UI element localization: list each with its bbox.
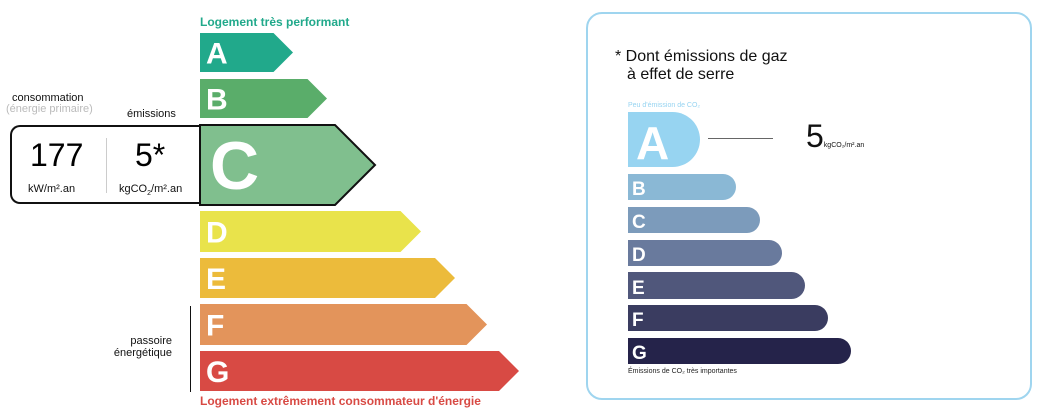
ges-class-letter: A (636, 117, 669, 169)
passoire-label: passoire énergétique (112, 335, 172, 359)
ges-class-c (628, 207, 760, 233)
ges-class-d (628, 240, 782, 266)
bottom-caption: Logement extrêmement consommateur d'éner… (200, 394, 481, 408)
ges-pointer-line (708, 138, 773, 139)
passoire-bracket (190, 306, 191, 392)
consumption-label: consommation (12, 92, 84, 104)
passoire-line1: passoire (130, 335, 172, 347)
ges-title-line1: * Dont émissions de gaz (615, 48, 788, 65)
ges-class-g (628, 338, 851, 364)
ges-bottom-caption: Émissions de CO₂ très importantes (628, 368, 737, 375)
ges-title-line2: à effet de serre (627, 66, 735, 83)
consumption-unit: kW/m².an (28, 183, 76, 195)
energy-class-g (200, 351, 519, 391)
top-caption: Logement très performant (200, 15, 350, 29)
ges-class-letter: B (632, 179, 646, 200)
box-divider (106, 138, 107, 193)
passoire-line2: énergétique (113, 347, 172, 359)
ges-class-letter: C (632, 212, 646, 233)
energy-class-letter: F (206, 310, 224, 343)
ges-class-letter: D (632, 245, 646, 266)
unit-post: /m².an (151, 183, 183, 195)
ges-title: * Dont émissions de gaz à effet de serre (615, 48, 788, 84)
unit-pre: kgCO (119, 183, 148, 195)
unit-sub: 2 (147, 190, 152, 198)
consumption-value: 177 (30, 137, 84, 173)
ges-value: 5kgCO₂/m².an (806, 118, 864, 155)
ges-class-letter: G (632, 343, 647, 364)
energy-class-d (200, 211, 421, 252)
ges-value-unit: kgCO₂/m².an (823, 142, 865, 149)
emissions-value: 5* (135, 137, 166, 173)
ges-class-letter: F (632, 310, 644, 331)
energy-class-letter: B (206, 84, 228, 117)
energy-class-c (199, 124, 377, 206)
value-box (10, 125, 200, 204)
energy-class-letter: C (210, 128, 259, 204)
ges-class-b (628, 174, 736, 200)
energy-class-e (200, 258, 455, 298)
energy-class-f (200, 304, 487, 345)
energy-class-a (200, 33, 293, 72)
emissions-unit: kgCO2/m².an (119, 183, 182, 197)
ges-value-number: 5 (806, 118, 824, 154)
ges-panel (586, 12, 1032, 400)
energy-class-letter: A (206, 38, 228, 71)
ges-top-caption: Peu d'émission de CO₂ (628, 102, 701, 109)
energy-class-b (200, 79, 327, 118)
consumption-sub: (énergie primaire) (6, 103, 93, 115)
ges-class-f (628, 305, 828, 331)
energy-class-letter: D (206, 217, 228, 250)
energy-class-letter: G (206, 356, 229, 389)
ges-class-a (628, 112, 700, 167)
energy-class-letter: E (206, 263, 226, 296)
ges-class-e (628, 272, 805, 299)
emissions-label: émissions (127, 108, 176, 120)
ges-class-letter: E (632, 278, 645, 299)
